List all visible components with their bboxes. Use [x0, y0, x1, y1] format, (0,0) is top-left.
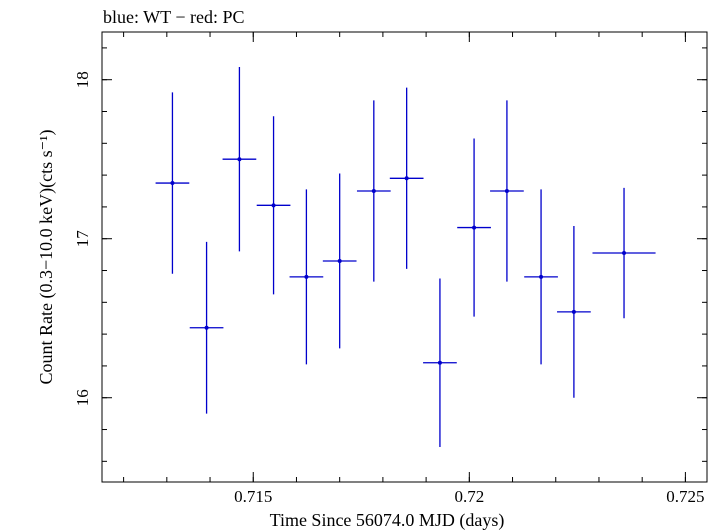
chart-title: blue: WT − red: PC: [103, 7, 244, 27]
data-point: [457, 138, 491, 317]
point-marker: [437, 360, 442, 365]
point-marker: [337, 258, 342, 263]
data-point: [557, 225, 591, 398]
data-point: [389, 87, 424, 269]
x-tick-label: 0.725: [666, 487, 704, 506]
data-point: [222, 66, 257, 252]
tick-labels: 0.715 0.72 0.725 16 17 18: [73, 71, 705, 506]
data-point: [289, 189, 324, 365]
plot-frame: [101, 31, 708, 483]
point-marker: [304, 274, 309, 279]
data-points: [155, 66, 656, 448]
data-point: [256, 116, 291, 295]
axis-ticks: [102, 32, 707, 482]
point-marker: [539, 274, 544, 279]
data-point: [356, 100, 391, 282]
point-marker: [271, 203, 276, 208]
data-point: [524, 189, 558, 365]
point-marker: [571, 309, 576, 314]
x-axis-title: Time Since 56074.0 MJD (days): [270, 510, 505, 531]
y-axis-title: Count Rate (0.3−10.0 keV)(cts s⁻¹): [36, 129, 57, 384]
x-tick-label: 0.72: [454, 487, 484, 506]
point-marker: [622, 251, 627, 256]
point-marker: [237, 157, 242, 162]
y-tick-label: 16: [73, 389, 92, 406]
point-marker: [404, 176, 409, 181]
data-point: [155, 92, 190, 274]
point-marker: [504, 189, 509, 194]
y-tick-label: 18: [73, 71, 92, 88]
point-marker: [472, 225, 477, 230]
data-point: [592, 187, 656, 319]
x-tick-label: 0.715: [234, 487, 272, 506]
data-point: [490, 100, 524, 282]
data-point: [322, 173, 357, 349]
point-marker: [204, 325, 209, 330]
data-point: [423, 278, 457, 448]
y-tick-label: 17: [73, 230, 92, 248]
point-marker: [170, 181, 175, 186]
point-marker: [371, 189, 376, 194]
data-point: [189, 241, 224, 414]
